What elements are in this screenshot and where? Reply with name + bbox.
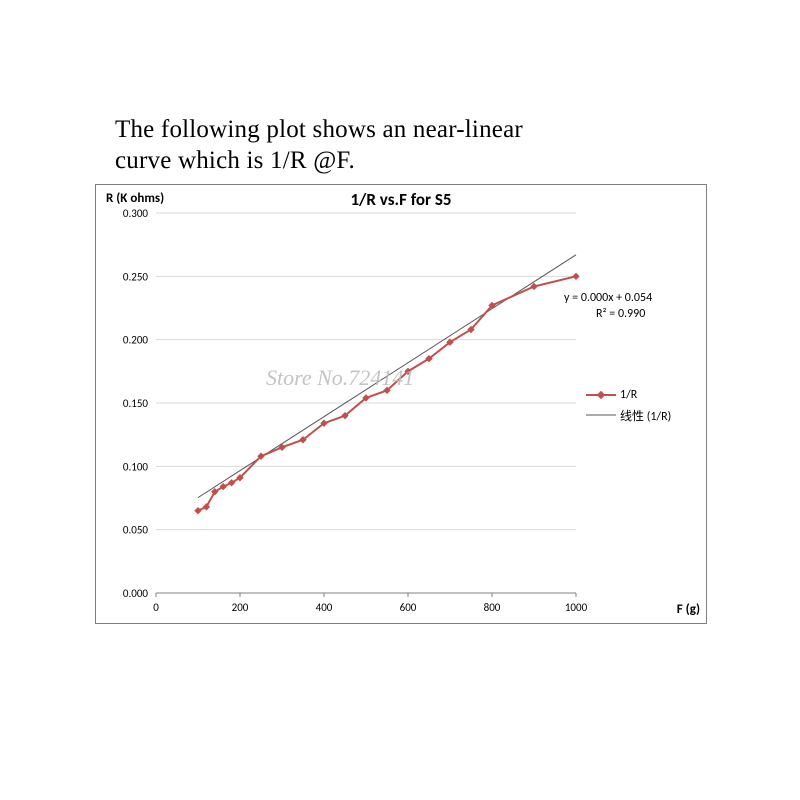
series-marker [531,283,537,289]
y-tick-label: 0.000 [123,587,149,600]
legend-trend-swatch [586,409,616,421]
series-marker [195,508,201,514]
y-tick-label: 0.100 [123,460,149,473]
caption-text: The following plot shows an near-linear … [115,114,600,177]
x-tick-label: 400 [316,601,333,614]
x-tick-label: 1000 [565,601,588,614]
x-tick-label: 800 [484,601,501,614]
x-tick-label: 600 [400,601,417,614]
legend-trend: 线性 (1/R) [586,405,671,425]
trendline-r2: R² = 0.990 [596,307,645,321]
y-tick-label: 0.150 [123,397,149,410]
x-tick-label: 200 [232,601,249,614]
y-tick-label: 0.300 [123,207,149,220]
caption-line-2: curve which is 1/R @F. [115,147,355,174]
trendline-equation: y = 0.000x + 0.054 [564,291,652,305]
legend-trend-label: 线性 (1/R) [620,407,671,424]
y-tick-label: 0.050 [123,524,149,537]
x-tick-label: 0 [153,601,159,614]
trendline [198,255,576,498]
caption-line-1: The following plot shows an near-linear [115,116,523,143]
series-marker [573,273,579,279]
page: The following plot shows an near-linear … [0,0,800,800]
y-tick-label: 0.250 [123,270,149,283]
legend-series-swatch [586,389,616,401]
legend-series: 1/R [586,385,671,405]
legend: 1/R 线性 (1/R) [586,385,671,425]
legend-series-label: 1/R [620,388,637,402]
chart-container: 1/R vs.F for S5 R (K ohms) F (g) 0.0000.… [95,184,707,624]
y-tick-label: 0.200 [123,334,149,347]
